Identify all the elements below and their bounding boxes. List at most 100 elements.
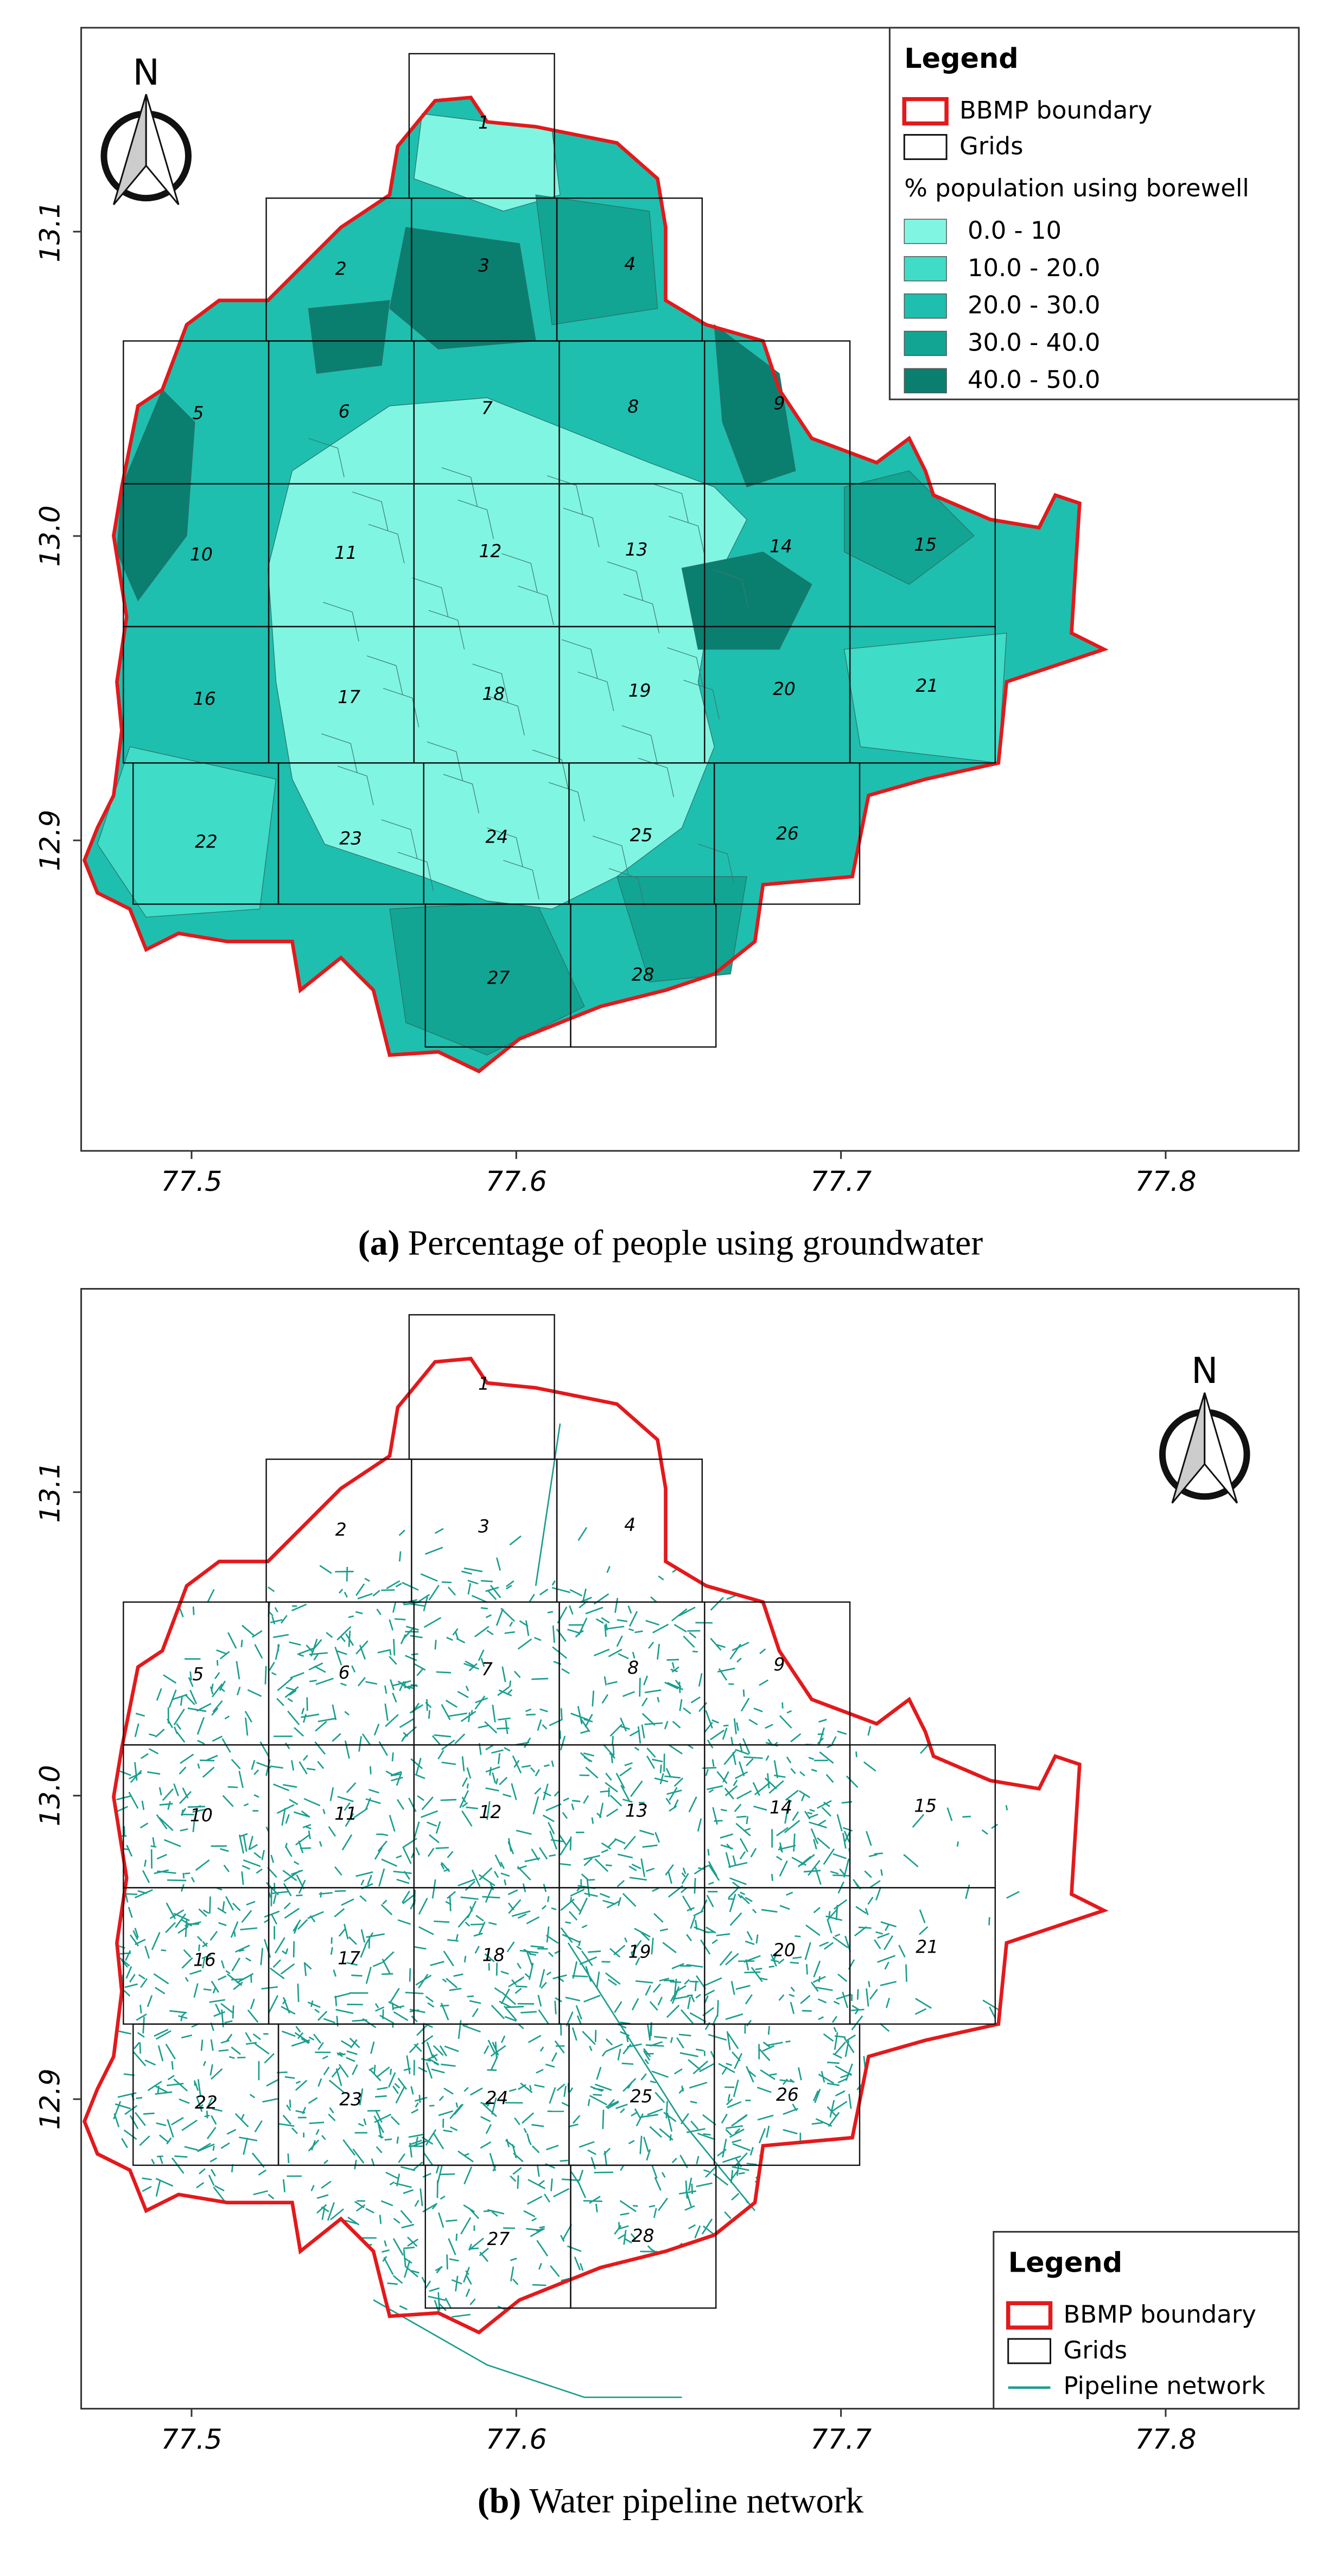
pipe (616, 1635, 623, 1647)
pipe (389, 2181, 395, 2186)
pipe (859, 1927, 872, 1929)
pipe (409, 2043, 419, 2054)
pipe (391, 1776, 403, 1782)
grid-label: 8 (627, 396, 639, 417)
pipe (402, 1627, 415, 1640)
pipe (585, 1767, 599, 1779)
pipe (726, 1595, 737, 1600)
pipe (529, 1953, 537, 1956)
pipe (539, 1708, 548, 1713)
pipe (377, 1840, 388, 1852)
pipe (243, 2138, 249, 2155)
pipe (903, 1854, 919, 1867)
pipe (135, 2112, 146, 2126)
pipe (213, 2186, 226, 2202)
pipe (226, 2129, 237, 2135)
pipe (154, 2084, 168, 2093)
pipe (965, 1884, 970, 1899)
x-tick-label: 77.5 (161, 1165, 222, 1197)
pipe (622, 1799, 633, 1803)
pipe (711, 1939, 718, 1944)
grid-cell (570, 903, 717, 1048)
pipe (344, 1591, 348, 1598)
pipe (373, 2115, 385, 2133)
pipe (445, 1901, 452, 1905)
grid-label: 28 (632, 2225, 654, 2246)
pipe (437, 1750, 444, 1759)
pipe (522, 2112, 535, 2124)
pipe (529, 2085, 532, 2090)
pipe (365, 2208, 374, 2214)
pipe (768, 1780, 784, 1794)
pipe (712, 1807, 718, 1825)
pipe (357, 1676, 366, 1687)
pipe (549, 1854, 556, 1857)
grid-label: 26 (776, 822, 799, 844)
pipe (181, 2034, 193, 2039)
pipe (645, 1619, 660, 1626)
pipe (402, 1895, 414, 1904)
pipe (352, 2064, 358, 2075)
pipe (374, 2113, 392, 2124)
pipe (355, 2204, 366, 2212)
grid-label: 18 (482, 1944, 505, 1966)
pipe (180, 1697, 183, 1706)
pipe (577, 1706, 583, 1725)
ward-patch (714, 324, 796, 488)
pipe (275, 1644, 280, 1660)
pipe (486, 1801, 491, 1820)
ward-patch (843, 470, 975, 585)
pipe (427, 1821, 437, 1827)
pipe (507, 1689, 513, 1694)
legend-title: Legend (1008, 2246, 1122, 2278)
pipe (784, 1805, 789, 1824)
pipe (254, 2043, 270, 2055)
pipe (821, 2071, 825, 2083)
pipe (544, 1764, 550, 1767)
pipe (466, 1783, 469, 1789)
pipe (393, 2217, 401, 2224)
pipe (231, 1758, 241, 1770)
pipe (368, 1789, 379, 1794)
pipe (245, 2042, 257, 2045)
legend-pipeline: Pipeline network (1063, 2371, 1265, 2400)
pipe (532, 1796, 539, 1815)
pipe (425, 2062, 433, 2079)
pipe (809, 1813, 818, 1819)
pipe (624, 1762, 633, 1767)
pipe (247, 2009, 259, 2023)
x-tick-label: 77.6 (486, 1165, 547, 1197)
pipe (657, 1697, 660, 1703)
pipe (211, 2115, 217, 2125)
pipe (396, 1799, 405, 1810)
pipe (397, 1919, 411, 1925)
ward-patch (389, 227, 536, 350)
pipe (516, 1985, 527, 1988)
pipe (480, 2141, 492, 2149)
pipe (389, 1815, 396, 1832)
pipe (526, 1950, 533, 1967)
pipe (272, 1891, 289, 1895)
pipe (240, 1640, 243, 1648)
pipe (667, 1682, 684, 1691)
pipe (503, 1793, 512, 1797)
pipe (510, 2258, 517, 2261)
pipe (219, 1680, 226, 1691)
pipe (376, 2146, 383, 2153)
pipe (485, 1886, 493, 1903)
pipe (672, 1995, 689, 2000)
pipe (159, 1803, 173, 1806)
pipe (800, 1794, 805, 1802)
pipe (220, 1848, 229, 1852)
pipe (457, 1878, 475, 1886)
grid-label: 12 (479, 540, 502, 562)
pipe (422, 2172, 432, 2178)
pipe (239, 2137, 258, 2141)
pipe (617, 1853, 633, 1859)
pipe (382, 2256, 387, 2262)
pipe (150, 1845, 157, 1848)
pipe (434, 1920, 450, 1923)
pipe (729, 1877, 747, 1885)
pipe (587, 1950, 601, 1953)
